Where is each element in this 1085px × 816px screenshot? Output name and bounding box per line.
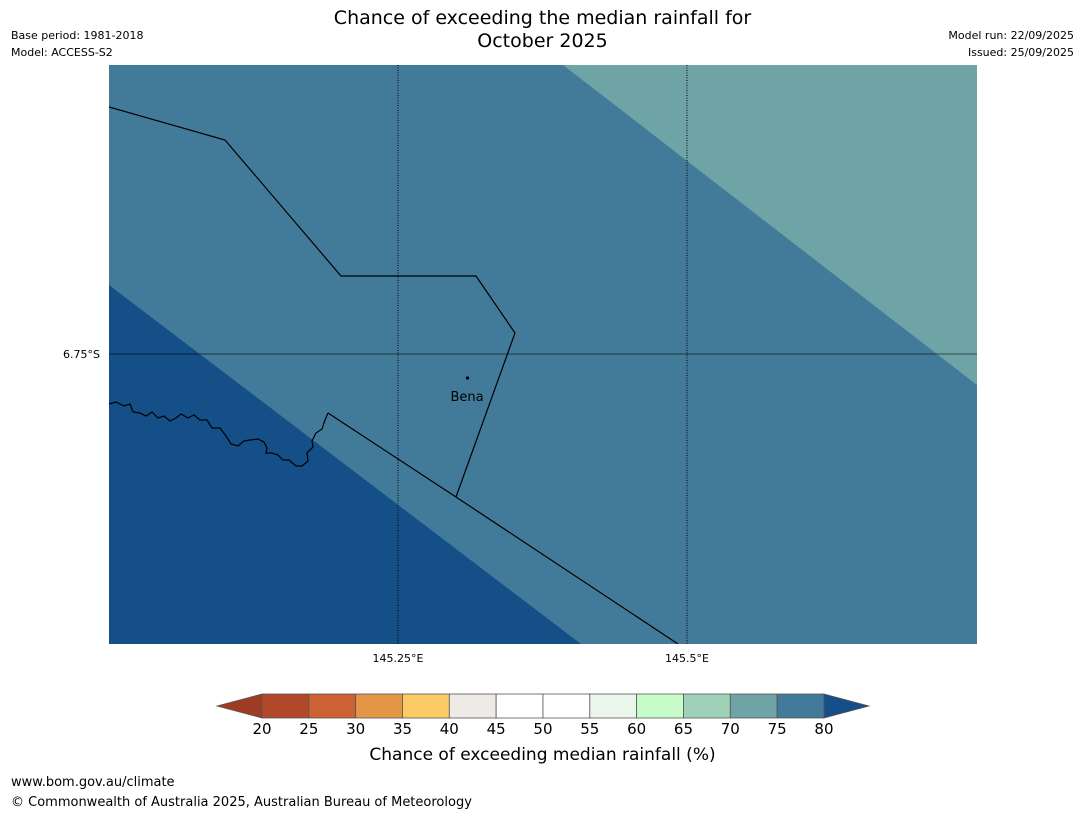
footer-url[interactable]: www.bom.gov.au/climate bbox=[11, 775, 175, 790]
colorbar-bin-45-50 bbox=[495, 693, 544, 719]
town-label-bena: Bena bbox=[450, 390, 483, 405]
meta-left: Base period: 1981-2018 Model: ACCESS-S2 bbox=[11, 27, 143, 61]
colorbar-title: Chance of exceeding median rainfall (%) bbox=[369, 745, 716, 765]
lon-label-145-25: 145.25°E bbox=[373, 652, 424, 665]
colorbar-bin-75-80 bbox=[776, 693, 825, 719]
lat-label: 6.75°S bbox=[63, 348, 100, 361]
colorbar-bin-60-65 bbox=[636, 693, 684, 719]
band-80-plus bbox=[109, 285, 581, 644]
colorbar-tick-70: 70 bbox=[720, 720, 740, 738]
colorbar-tick-55: 55 bbox=[580, 720, 600, 738]
coastline bbox=[109, 401, 329, 467]
model-name: Model: ACCESS-S2 bbox=[11, 46, 113, 59]
colorbar-tick-25: 25 bbox=[299, 720, 319, 738]
colorbar-tick-65: 65 bbox=[673, 720, 694, 738]
colorbar-tick-60: 60 bbox=[627, 720, 647, 738]
title-line-1: Chance of exceeding the median rainfall … bbox=[333, 7, 752, 29]
colorbar-tick-30: 30 bbox=[346, 720, 366, 738]
colorbar-bin-55-60 bbox=[589, 693, 638, 719]
footer-copyright: © Commonwealth of Australia 2025, Austra… bbox=[11, 795, 472, 810]
province-border-south bbox=[327, 412, 679, 644]
colorbar bbox=[215, 693, 871, 719]
colorbar-bin-35-40 bbox=[402, 693, 450, 719]
base-period: Base period: 1981-2018 bbox=[11, 29, 144, 42]
colorbar-bin-30-35 bbox=[355, 693, 403, 719]
colorbar-bin-50-55 bbox=[542, 693, 591, 719]
meta-right: Model run: 22/09/2025 Issued: 25/09/2025 bbox=[948, 27, 1074, 61]
model-run: Model run: 22/09/2025 bbox=[948, 29, 1074, 42]
colorbar-bin-20-25 bbox=[261, 693, 310, 719]
colorbar-bin-40-45 bbox=[448, 693, 497, 719]
colorbar-bin-65-70 bbox=[683, 693, 731, 719]
province-border bbox=[109, 106, 516, 498]
lon-label-145-5: 145.5°E bbox=[665, 652, 709, 665]
colorbar-extend-low bbox=[215, 693, 263, 719]
map-frame bbox=[109, 65, 977, 644]
title-line-2: October 2025 bbox=[477, 30, 608, 52]
colorbar-tick-40: 40 bbox=[439, 720, 459, 738]
band-70-75 bbox=[563, 65, 977, 385]
colorbar-tick-45: 45 bbox=[486, 720, 506, 738]
colorbar-extend-high bbox=[823, 693, 871, 719]
issued-date: Issued: 25/09/2025 bbox=[967, 46, 1074, 59]
colorbar-tick-80: 80 bbox=[814, 720, 834, 738]
colorbar-bin-25-30 bbox=[308, 693, 357, 719]
town-marker-bena bbox=[465, 376, 470, 380]
colorbar-tick-20: 20 bbox=[252, 720, 272, 738]
colorbar-tick-35: 35 bbox=[392, 720, 413, 738]
colorbar-tick-75: 75 bbox=[767, 720, 787, 738]
colorbar-tick-50: 50 bbox=[533, 720, 553, 738]
colorbar-bin-70-75 bbox=[729, 693, 778, 719]
map-title: Chance of exceeding the median rainfall … bbox=[0, 7, 1085, 53]
